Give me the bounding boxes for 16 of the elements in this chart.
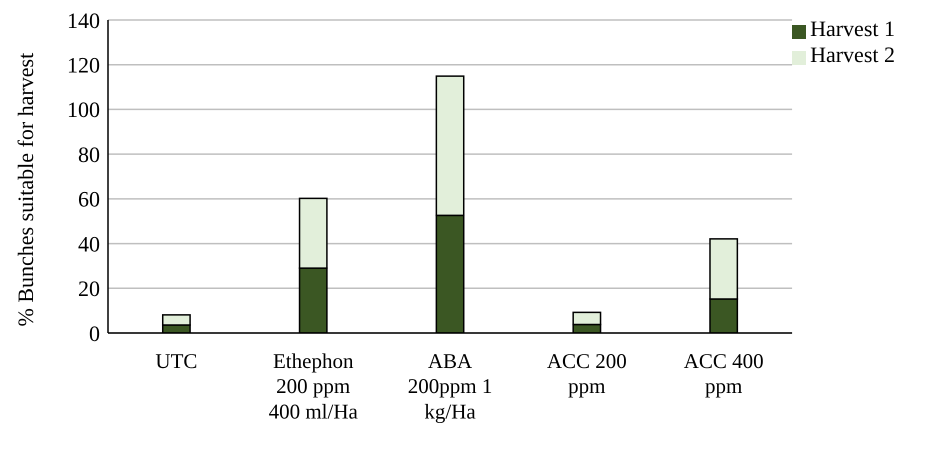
- legend-label: Harvest 1: [810, 16, 895, 41]
- x-tick-label: ACC 200 ppm: [546, 348, 627, 398]
- x-tick-label: Ethephon 200 ppm 400 ml/Ha: [268, 348, 359, 424]
- y-tick-label: 40: [78, 231, 100, 256]
- y-tick-label: 60: [78, 186, 100, 212]
- legend-label: Harvest 2: [810, 42, 895, 67]
- y-tick-label: 0: [89, 320, 100, 346]
- y-tick-label: 20: [78, 276, 100, 302]
- x-tick-label: UTC: [155, 348, 198, 373]
- x-tick-label: ACC 400 ppm: [684, 348, 764, 398]
- y-tick-label: 120: [67, 52, 100, 78]
- x-tick-label: ABA 200ppm 1 kg/Ha: [408, 348, 492, 424]
- y-tick-label: 80: [78, 142, 100, 167]
- y-tick-label: 140: [67, 8, 100, 33]
- y-axis-title: % Bunches suitable for harvest: [12, 52, 38, 326]
- y-tick-label: 100: [67, 97, 100, 122]
